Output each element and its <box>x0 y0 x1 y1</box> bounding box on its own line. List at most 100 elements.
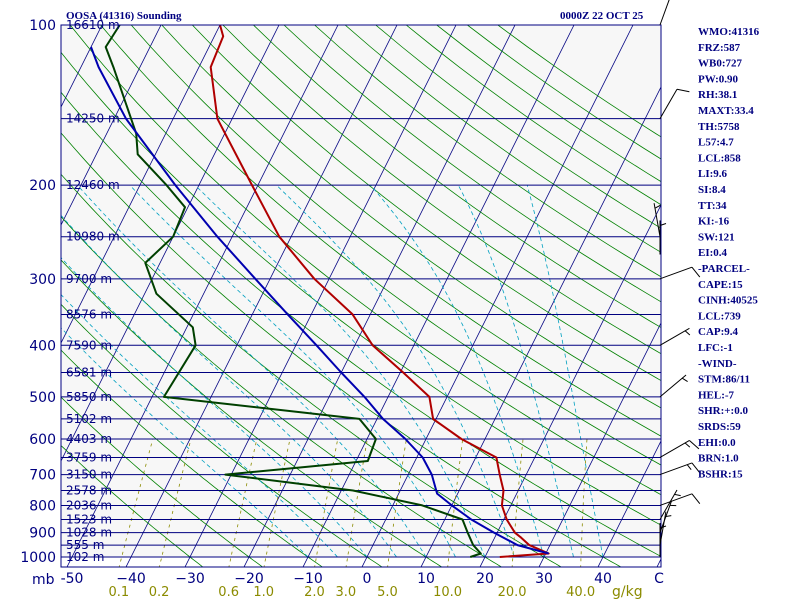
height-label: 5102 m <box>66 412 112 426</box>
mixing-ratio-tick-label: 5.0 <box>377 585 398 600</box>
wind-barb-staff <box>659 462 693 476</box>
wind-barb <box>653 203 661 237</box>
isotherm-line <box>479 204 661 567</box>
mixing-ratio-tick-label: 40.0 <box>566 585 595 600</box>
dry-adiabat-line <box>61 259 443 567</box>
isotherm-line <box>538 322 661 567</box>
index-entry: TH:5758 <box>698 121 740 133</box>
wind-barb-feather <box>676 88 690 93</box>
mixing-ratio-line <box>314 438 339 567</box>
isotherm-line <box>61 25 221 344</box>
temperature-tick-label: −30 <box>175 571 205 587</box>
height-label: 3759 m <box>66 450 112 464</box>
height-label: 555 m <box>66 538 104 552</box>
dry-adiabat-line <box>61 444 204 567</box>
height-label: 6581 m <box>66 366 112 380</box>
mixing-ratio-tick-label: 2.0 <box>304 585 325 600</box>
plot-frame <box>60 24 662 568</box>
pressure-tick-label: 800 <box>29 498 56 514</box>
pressure-unit-label: mb <box>32 572 55 588</box>
dry-adiabat-line <box>100 25 661 466</box>
temperature-profile-line <box>209 25 550 558</box>
moist-adiabat-line <box>129 184 456 558</box>
isotherm-line <box>125 25 398 567</box>
isobar-lines <box>61 24 661 558</box>
height-label: 9700 m <box>66 272 112 286</box>
isotherm-line <box>184 25 457 567</box>
isotherm-line <box>61 25 162 226</box>
temperature-tick-label: 0 <box>363 571 372 587</box>
temperature-tick-label: 40 <box>594 571 612 587</box>
dry-adiabat-line <box>130 25 661 437</box>
index-entry: SHR:+:0.0 <box>698 405 748 417</box>
dry-adiabat-line <box>283 25 661 303</box>
pressure-tick-label: 400 <box>29 338 56 354</box>
pressure-tick-label: 1000 <box>20 550 56 566</box>
temperature-tick-label: 20 <box>476 571 494 587</box>
index-entry: PW:0.90 <box>698 73 739 85</box>
pressure-tick-label: 300 <box>29 272 56 288</box>
isotherm-line <box>66 25 339 567</box>
height-label: 4403 m <box>66 432 112 446</box>
index-entry: L57:4.7 <box>698 137 734 149</box>
mixing-ratio-tick-label: 0.2 <box>149 585 170 600</box>
index-entry: CAP:9.4 <box>698 326 739 338</box>
dry-adiabat-line <box>61 349 324 567</box>
pressure-tick-label: 200 <box>29 178 56 194</box>
index-entry: SW:121 <box>698 231 735 243</box>
wind-barb-staff <box>659 374 687 398</box>
isotherm-line <box>420 86 661 567</box>
wind-barb-feather <box>689 440 700 450</box>
dry-adiabat-line <box>61 303 383 567</box>
wind-barb-half-feather <box>686 464 692 470</box>
temperature-tick-label: −10 <box>293 571 323 587</box>
index-entry: RH:38.1 <box>698 89 737 101</box>
temperature-tick-label: -50 <box>61 571 84 587</box>
temperature-tick-label: −40 <box>116 571 146 587</box>
wind-barb-staff <box>659 440 690 458</box>
index-entry: FRZ:587 <box>698 42 741 54</box>
wind-barb <box>659 0 670 26</box>
index-entry: EHI:0.0 <box>698 437 736 449</box>
height-label: 3150 m <box>66 468 112 482</box>
wind-barbs <box>653 0 701 557</box>
mixing-ratio-line <box>387 438 407 567</box>
wind-barb-staff <box>653 203 661 237</box>
wind-barb-feather <box>691 266 701 278</box>
pressure-tick-label: 100 <box>29 18 56 34</box>
pressure-tick-label: 900 <box>29 526 56 542</box>
index-entry: KI:-16 <box>698 216 730 228</box>
wind-barb <box>659 462 701 476</box>
stability-indices-panel: WMO:41316 FRZ:587 WB0:727 PW:0.90 RH:38.1 MAX… <box>698 26 760 480</box>
temperature-tick-label: −20 <box>234 571 264 587</box>
index-entry: CINH:40525 <box>698 295 758 307</box>
isotherm-line <box>61 25 280 462</box>
index-entry: HEL:-7 <box>698 389 735 401</box>
mixing-ratio-tick-label: 1.0 <box>253 585 274 600</box>
index-entry: LCL:739 <box>698 310 741 322</box>
wind-barb <box>659 440 700 458</box>
index-section-header: -PARCEL- <box>698 263 750 275</box>
dry-adiabat-line <box>222 25 661 355</box>
chart-subtitle: 0000Z 22 OCT 25 <box>560 10 644 22</box>
pressure-tick-label: 600 <box>29 432 56 448</box>
dry-adiabat-line <box>61 51 661 526</box>
moist-adiabat-line <box>194 184 486 558</box>
wind-barb <box>659 266 701 280</box>
index-entry: LFC:-1 <box>698 342 733 354</box>
mixing-ratio-unit-label: g/kg <box>612 584 643 600</box>
dry-adiabat-line <box>61 216 503 567</box>
dry-adiabat-line <box>61 173 563 567</box>
mixing-ratio-tick-label: 0.1 <box>108 585 129 600</box>
mixing-ratio-tick-label: 0.6 <box>218 585 239 600</box>
height-label: 10980 m <box>66 230 120 244</box>
index-entry: WB0:727 <box>698 58 743 70</box>
index-entry: SI:8.4 <box>698 184 726 196</box>
index-entry: LCL:858 <box>698 152 741 164</box>
index-entry: LI:9.6 <box>698 168 728 180</box>
wind-barb-half-feather <box>681 377 688 382</box>
wind-barb-feather <box>691 462 701 474</box>
mixing-ratio-line <box>345 438 368 567</box>
dry-adiabat-line <box>161 25 661 409</box>
